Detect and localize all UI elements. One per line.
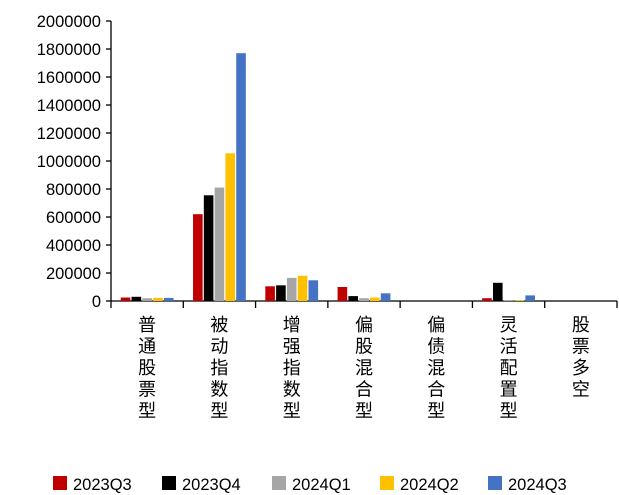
bar: [225, 153, 236, 301]
x-tick-label: 灵活配置型: [500, 315, 518, 422]
y-tick-label: 600000: [46, 209, 101, 227]
y-tick-label: 200000: [46, 265, 101, 283]
legend-label: 2023Q3: [73, 476, 132, 494]
bar: [359, 298, 369, 301]
bar: [276, 285, 286, 301]
bar: [286, 277, 297, 301]
y-tick-label: 0: [92, 293, 101, 311]
y-tick-label: 1200000: [37, 125, 101, 143]
bar: [265, 286, 275, 301]
x-tick-label: 股票多空: [572, 315, 590, 401]
y-tick-label: 400000: [46, 237, 101, 255]
bar: [370, 297, 380, 301]
chart-axes: [106, 20, 618, 308]
y-tick-label: 1000000: [37, 153, 101, 171]
bar: [120, 297, 131, 301]
bar: [153, 297, 163, 301]
legend-swatch: [272, 476, 286, 490]
bar: [482, 298, 492, 301]
y-tick-label: 1400000: [37, 97, 101, 115]
legend: 2023Q3 2023Q4 2024Q1 2024Q2 2024Q3: [53, 476, 567, 494]
bar: [236, 53, 246, 302]
y-tick-label: 800000: [46, 181, 101, 199]
bar: [193, 214, 203, 301]
bar: [163, 297, 174, 301]
bar: [503, 300, 514, 301]
chart-bars: [120, 53, 535, 302]
legend-label: 2023Q4: [182, 476, 241, 494]
y-tick-label: 1600000: [37, 69, 101, 87]
x-axis-ticks: 普通股票型 被动指数型 增强指数型 偏股混合型 偏债混合型 灵活配置型 股票多空: [138, 315, 590, 422]
bar: [203, 195, 214, 301]
y-axis-ticks: 0 200000 400000 600000 800000 1000000 1200000 1…: [37, 13, 101, 311]
x-tick-label: 偏债混合型: [427, 315, 445, 422]
x-tick-label: 增强指数型: [283, 315, 301, 422]
bar: [337, 287, 348, 301]
y-tick-label: 2000000: [37, 13, 101, 31]
legend-swatch: [380, 476, 394, 490]
legend-label: 2024Q1: [292, 476, 351, 494]
bar: [348, 296, 358, 301]
y-tick-label: 1800000: [37, 41, 101, 59]
legend-label: 2024Q3: [508, 476, 567, 494]
bar: [380, 293, 391, 301]
legend-swatch: [162, 476, 176, 490]
x-tick-label: 偏股混合型: [355, 315, 373, 422]
bar: [514, 300, 525, 301]
legend-swatch: [488, 476, 502, 490]
bar: [525, 295, 535, 301]
legend-label: 2024Q2: [400, 476, 459, 494]
bar: [142, 298, 152, 301]
bar: [131, 296, 142, 301]
x-tick-label: 被动指数型: [210, 315, 228, 422]
legend-swatch: [53, 476, 67, 490]
bar: [492, 282, 503, 301]
bar: [214, 187, 225, 301]
bar: [297, 275, 308, 301]
x-tick-label: 普通股票型: [138, 315, 156, 422]
bar: [308, 280, 319, 301]
